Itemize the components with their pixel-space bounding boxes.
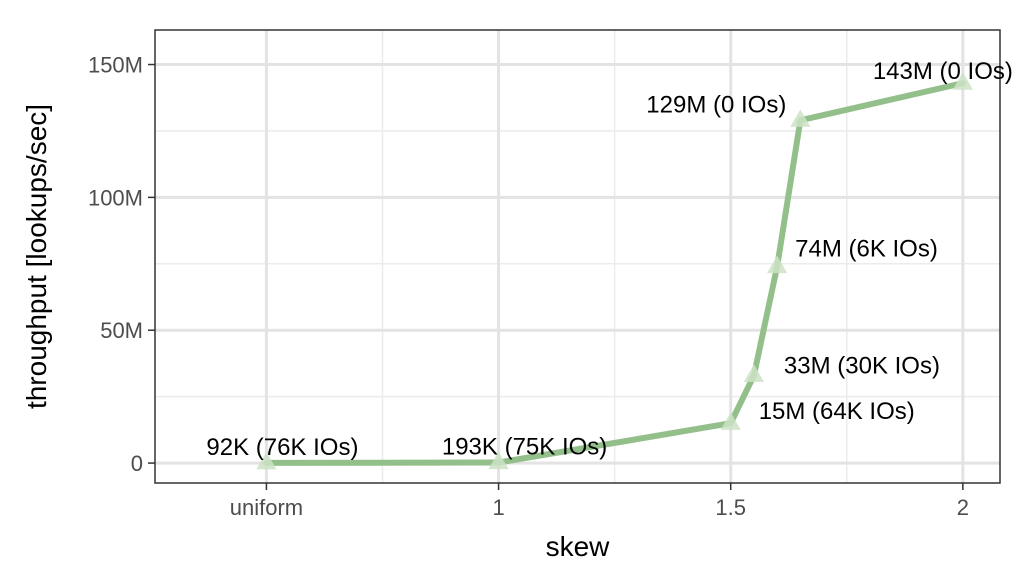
- x-tick-label: 1: [492, 495, 504, 520]
- triangle-marker: [256, 451, 277, 470]
- x-tick-label: 1.5: [715, 495, 746, 520]
- minor-gridlines: [155, 30, 1000, 483]
- triangle-marker: [952, 72, 973, 90]
- triangle-marker: [488, 451, 509, 470]
- data-markers: [256, 72, 973, 470]
- y-axis-title: throughput [lookups/sec]: [21, 104, 52, 409]
- point-data-label: 129M (0 IOs): [646, 91, 786, 118]
- y-axis-ticks: 0 50M 100M 150M: [88, 53, 155, 476]
- y-tick-label: 50M: [100, 318, 143, 343]
- point-data-label: 33M (30K IOs): [784, 352, 940, 379]
- x-tick-label: 2: [957, 495, 969, 520]
- point-data-label: 74M (6K IOs): [795, 235, 938, 262]
- data-labels: 92K (76K IOs) 193K (75K IOs) 15M (64K IOs)…: [206, 58, 1012, 461]
- point-data-label: 92K (76K IOs): [206, 434, 358, 461]
- triangle-marker: [790, 109, 811, 127]
- plot-panel-border: [154, 29, 1001, 484]
- triangle-marker: [743, 364, 765, 382]
- x-axis-title: skew: [546, 531, 611, 562]
- point-data-label: 143M (0 IOs): [873, 58, 1013, 85]
- y-tick-label: 150M: [88, 53, 143, 78]
- x-axis-ticks: uniform 1 1.5 2: [230, 483, 969, 520]
- triangle-marker: [767, 255, 788, 274]
- x-tick-label: uniform: [230, 495, 303, 520]
- point-data-label: 15M (64K IOs): [759, 398, 915, 425]
- triangle-marker: [720, 412, 741, 430]
- point-data-label: 193K (75K IOs): [442, 434, 607, 461]
- y-tick-label: 0: [131, 451, 143, 476]
- y-tick-label: 100M: [88, 185, 143, 210]
